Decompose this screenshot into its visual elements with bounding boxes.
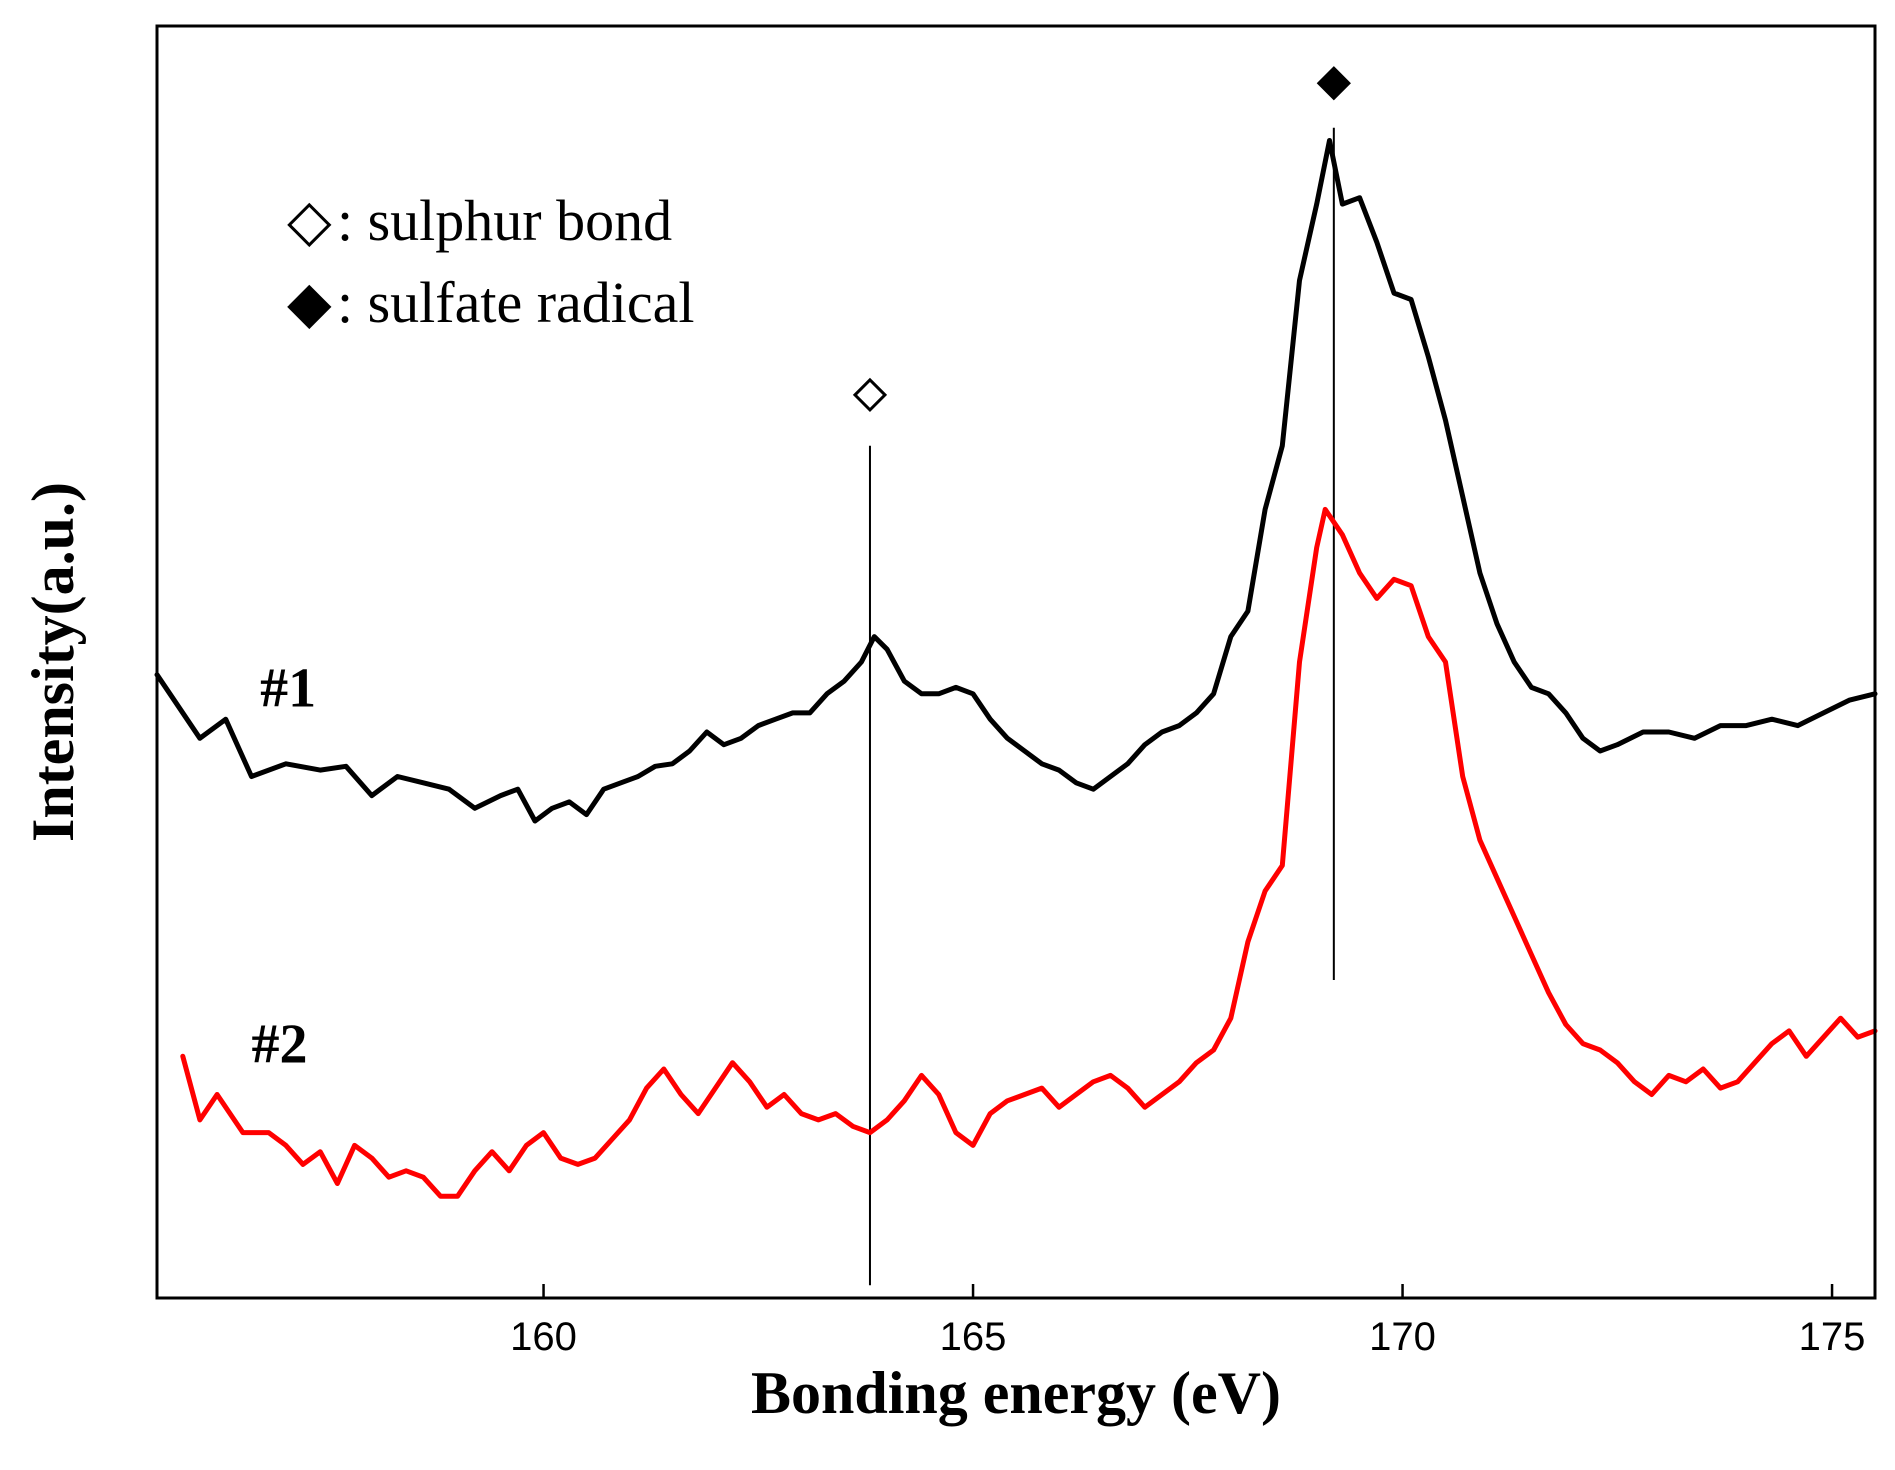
legend-label-sulfate-radical: : sulfate radical (337, 270, 695, 335)
x-tick-label-165: 165 (940, 1315, 1007, 1359)
open-diamond-marker (852, 377, 888, 413)
series-line-1 (154, 138, 1878, 824)
x-tick-label-160: 160 (510, 1315, 577, 1359)
reference-lines (852, 66, 1351, 1286)
x-tick-label-170: 170 (1369, 1315, 1436, 1359)
legend-label-sulphur-bond: : sulphur bond (337, 188, 672, 253)
legend-symbol-sulfate-radical: ◆ (287, 270, 332, 335)
series-group (154, 138, 1878, 1199)
y-axis-label: Intensity(a.u.) (20, 482, 86, 842)
series-label-2: #2 (251, 1014, 307, 1076)
x-axis-label: Bonding energy (eV) (751, 1360, 1281, 1426)
series-line-2 (180, 506, 1878, 1199)
x-ticks: 160 165 170 175 (510, 1284, 1865, 1359)
series-label-1: #1 (260, 658, 316, 720)
x-tick-label-175: 175 (1799, 1315, 1866, 1359)
filled-diamond-marker (1316, 66, 1351, 101)
legend-symbol-sulphur-bond: ◇ (287, 188, 332, 253)
legend: ◇ : sulphur bond ◆ : sulfate radical (287, 188, 695, 335)
plot-frame (155, 24, 1877, 1300)
